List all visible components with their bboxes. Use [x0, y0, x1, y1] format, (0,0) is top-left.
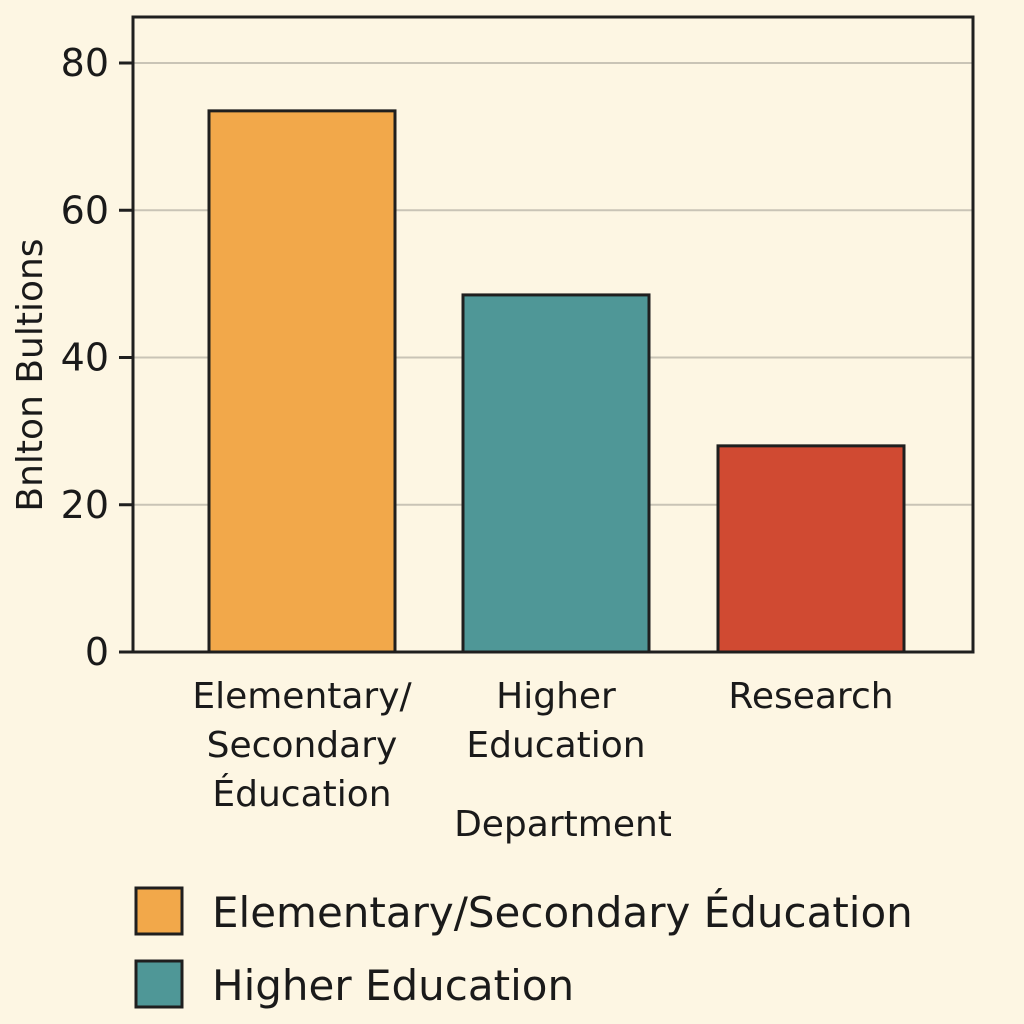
x-tick-label-1: Higher Education	[466, 676, 645, 766]
y-tick-label-80: 80	[61, 41, 109, 85]
y-tick-label-0: 0	[85, 630, 109, 674]
legend: Elementary/Secondary Éducation Higher Edu…	[134, 886, 913, 1010]
plot-frame	[131, 15, 975, 654]
legend-swatch-1	[134, 959, 184, 1009]
legend-swatch-0	[134, 886, 184, 936]
x-tick-label-2: Research	[728, 676, 893, 717]
y-tick-label-60: 60	[61, 188, 109, 232]
x-axis-label: Department	[454, 804, 672, 845]
bar-1	[461, 293, 651, 654]
bar-2	[716, 444, 906, 654]
x-tick-label-0: Elementary/Secondary Éducation	[192, 676, 412, 815]
bar-0	[207, 109, 397, 654]
y-tick-label-20: 20	[61, 483, 109, 527]
x-tick-labels: Elementary/Secondary Éducation Higher Educa…	[192, 676, 893, 815]
legend-label-1: Higher Education	[212, 961, 574, 1010]
y-ticks: 0 20 40 60 80	[61, 41, 133, 674]
y-axis-label: Bnlton Bultions	[10, 238, 51, 511]
y-tick-label-40: 40	[61, 336, 109, 380]
legend-label-0: Elementary/Secondary Éducation	[212, 887, 913, 937]
bars	[207, 109, 906, 654]
